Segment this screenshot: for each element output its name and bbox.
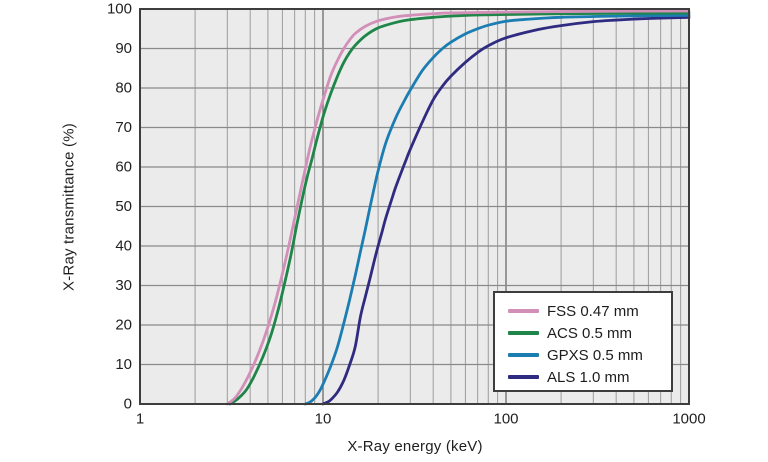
y-tick-label: 80 [115, 79, 132, 96]
legend-label-acs: ACS 0.5 mm [547, 324, 633, 342]
plot-frame [139, 8, 690, 405]
y-tick-label: 100 [107, 0, 132, 17]
y-tick-label: 10 [115, 356, 132, 373]
y-axis-title: X-Ray transmittance (%) [60, 123, 78, 291]
curve-als [321, 15, 691, 406]
x-tick-label: 1 [136, 410, 144, 427]
legend-item-gpxs: GPXS 0.5 mm [495, 344, 671, 366]
x-tick-label: 100 [493, 410, 518, 427]
x-tick-label: 10 [315, 410, 332, 427]
x-tick-label: 1000 [672, 410, 705, 427]
y-tick-label: 40 [115, 237, 132, 254]
legend-item-acs: ACS 0.5 mm [495, 322, 671, 344]
curve-fss [225, 9, 691, 406]
legend-swatch-gpxs [508, 353, 539, 357]
y-tick-label: 50 [115, 198, 132, 215]
y-tick-label: 90 [115, 40, 132, 57]
series-curves [225, 9, 691, 406]
x-axis-title: X-Ray energy (keV) [347, 438, 483, 455]
y-tick-label: 30 [115, 277, 132, 294]
y-tick-label: 60 [115, 158, 132, 175]
y-tick-label: 0 [124, 395, 132, 412]
legend-label-fss: FSS 0.47 mm [547, 302, 639, 320]
legend-item-als: ALS 1.0 mm [495, 366, 671, 388]
legend-swatch-acs [508, 331, 539, 335]
legend-label-gpxs: GPXS 0.5 mm [547, 346, 643, 364]
legend: FSS 0.47 mm ACS 0.5 mm GPXS 0.5 mm ALS 1… [493, 291, 673, 392]
tick-labels: 1 10 100 1000 0 10 20 30 40 50 60 70 80 90 100 [107, 0, 706, 427]
curve-gpxs [303, 13, 691, 406]
legend-label-als: ALS 1.0 mm [547, 368, 630, 386]
legend-swatch-als [508, 375, 539, 379]
curve-acs [228, 11, 691, 406]
y-tick-label: 70 [115, 119, 132, 136]
legend-swatch-fss [508, 309, 539, 313]
y-tick-label: 20 [115, 316, 132, 333]
legend-item-fss: FSS 0.47 mm [495, 300, 671, 322]
